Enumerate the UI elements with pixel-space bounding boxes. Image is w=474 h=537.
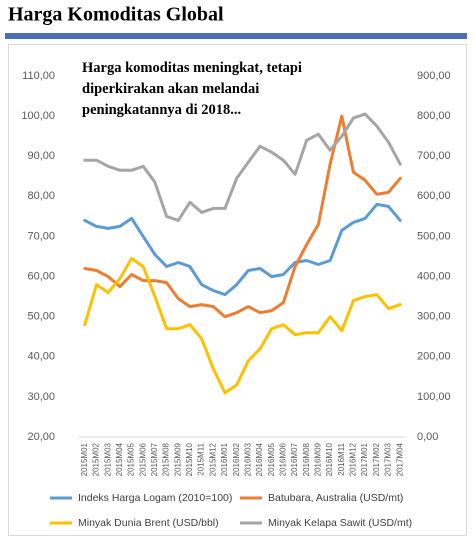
y2-tick-label: 200,00 xyxy=(417,351,451,363)
x-tick-label: 2016M03 xyxy=(243,442,252,476)
x-tick-label: 2015M06 xyxy=(138,442,147,476)
series-line xyxy=(83,202,402,297)
x-tick-label: 2015M03 xyxy=(103,442,112,476)
x-tick-label: 2017M01 xyxy=(360,442,369,476)
annotation: Harga komoditas meningkat, tetapi xyxy=(82,60,302,76)
x-tick-label: 2016M01 xyxy=(220,442,229,476)
y-tick-label: 40,00 xyxy=(27,351,55,363)
x-tick-label: 2015M10 xyxy=(185,442,194,476)
x-tick-label: 2016M06 xyxy=(278,442,287,476)
x-tick-label: 2016M04 xyxy=(255,442,264,476)
chart-title: Harga Komoditas Global xyxy=(8,4,224,26)
x-tick-label: 2016M12 xyxy=(349,442,358,476)
x-tick-label: 2015M05 xyxy=(127,442,136,476)
y-tick-label: 70,00 xyxy=(27,230,55,242)
y2-tick-label: 0,00 xyxy=(417,431,438,443)
x-tick-label: 2015M02 xyxy=(92,442,101,476)
legend-label: Minyak Dunia Brent (USD/bbl) xyxy=(78,517,219,529)
x-tick-label: 2017M04 xyxy=(395,442,404,476)
x-tick-label: 2016M11 xyxy=(337,442,346,475)
legend-label: Batubara, Australia (USD/mt) xyxy=(268,492,403,504)
x-tick-label: 2017M03 xyxy=(384,442,393,476)
y2-tick-label: 800,00 xyxy=(417,110,451,122)
y-tick-label: 60,00 xyxy=(27,270,55,282)
legend-label: Indeks Harga Logam (2010=100) xyxy=(78,492,232,504)
y2-tick-label: 900,00 xyxy=(417,70,451,82)
series-line xyxy=(83,112,402,222)
annotation: peningkatannya di 2018... xyxy=(82,102,241,118)
y-tick-label: 80,00 xyxy=(27,190,55,202)
x-tick-label: 2015M09 xyxy=(173,442,182,476)
y2-tick-label: 400,00 xyxy=(417,270,451,282)
y2-tick-label: 300,00 xyxy=(417,311,451,323)
x-tick-label: 2015M12 xyxy=(208,442,217,476)
annotation: diperkirakan akan melandai xyxy=(82,81,259,97)
x-tick-label: 2017M02 xyxy=(372,442,381,476)
title-bar xyxy=(5,33,467,39)
x-tick-label: 2016M05 xyxy=(267,442,276,476)
x-tick-label: 2016M07 xyxy=(290,442,299,476)
y2-tick-label: 500,00 xyxy=(417,230,451,242)
y-tick-label: 20,00 xyxy=(27,431,55,443)
x-tick-label: 2015M07 xyxy=(150,442,159,476)
x-tick-label: 2015M08 xyxy=(162,442,171,476)
x-tick-label: 2016M08 xyxy=(302,442,311,476)
y-tick-label: 50,00 xyxy=(27,311,55,323)
x-tick-label: 2016M09 xyxy=(314,442,323,476)
x-tick-label: 2015M01 xyxy=(80,442,89,476)
y-tick-label: 90,00 xyxy=(27,150,55,162)
x-tick-label: 2016M10 xyxy=(325,442,334,476)
series-line xyxy=(83,114,402,319)
chart-frame xyxy=(8,44,467,536)
y2-tick-label: 600,00 xyxy=(417,190,451,202)
x-tick-label: 2015M11 xyxy=(197,442,206,475)
y-tick-label: 100,00 xyxy=(21,110,55,122)
series-line xyxy=(83,257,402,395)
x-tick-label: 2015M04 xyxy=(115,442,124,476)
y-tick-label: 110,00 xyxy=(22,70,55,82)
x-tick-label: 2016M02 xyxy=(232,442,241,476)
y2-tick-label: 700,00 xyxy=(417,150,451,162)
y-tick-label: 30,00 xyxy=(27,391,55,403)
legend-label: Minyak Kelapa Sawit (USD/mt) xyxy=(268,517,412,529)
y2-tick-label: 100,00 xyxy=(417,391,451,403)
